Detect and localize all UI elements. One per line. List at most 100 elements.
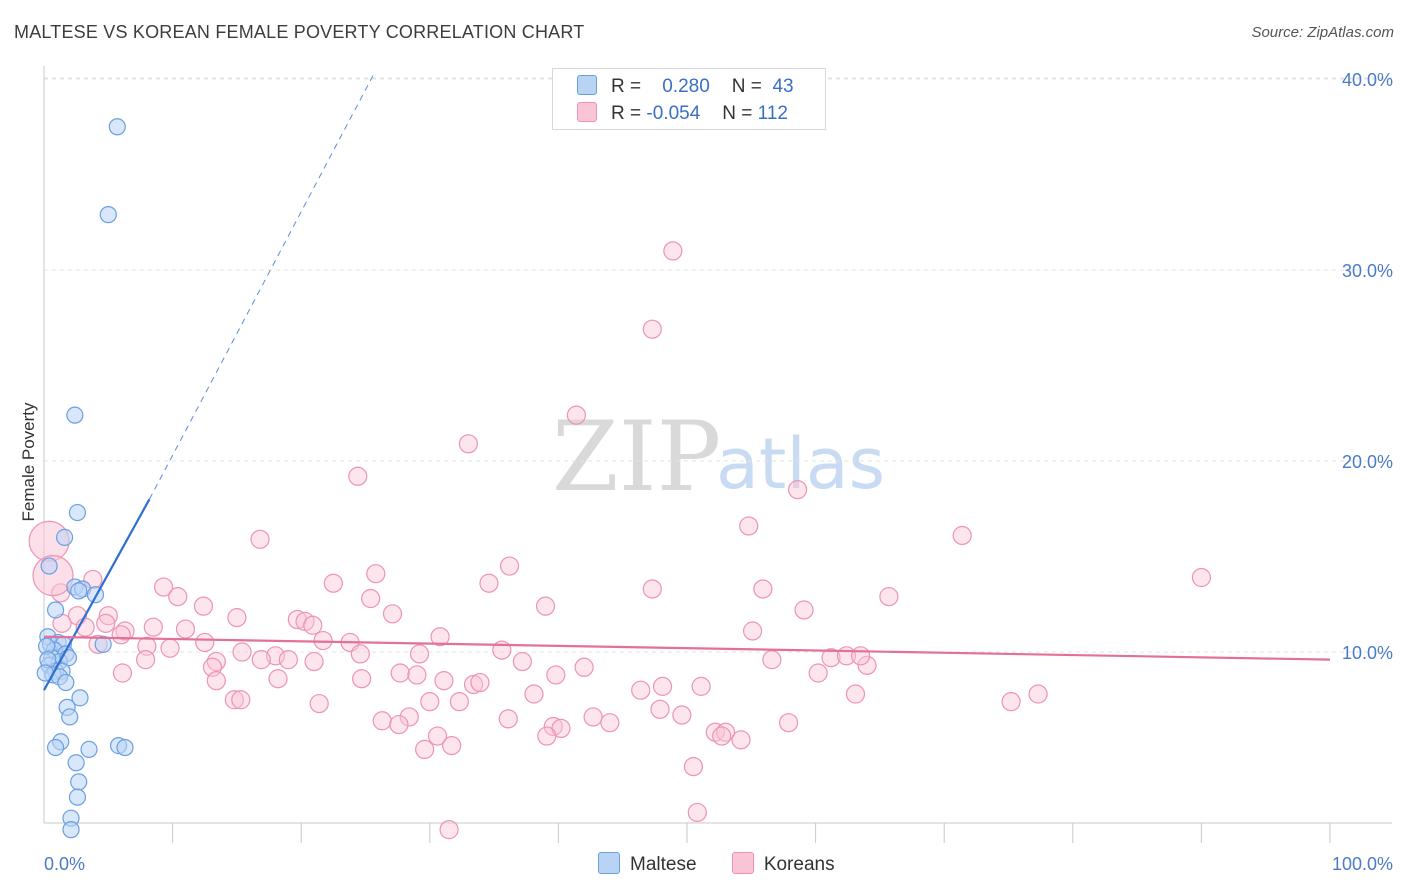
koreans-point <box>224 690 244 710</box>
koreans-point <box>350 644 370 664</box>
koreans-point <box>168 587 188 607</box>
maltese-point <box>68 503 87 522</box>
maltese-point <box>68 788 87 806</box>
koreans-point <box>652 676 673 696</box>
koreans-point <box>439 820 459 840</box>
koreans-point <box>115 621 135 641</box>
koreans-point <box>449 692 469 712</box>
koreans-point <box>227 608 247 628</box>
koreans-point <box>512 651 532 672</box>
legend-row-koreans: R = -0.054 N = 112 <box>577 102 788 126</box>
maltese-point <box>99 206 117 224</box>
koreans-point <box>430 627 450 647</box>
koreans-point <box>715 722 736 742</box>
koreans-point <box>420 692 440 712</box>
koreans-point <box>742 621 763 641</box>
koreans-point <box>265 646 286 666</box>
x-tick-label-min: 0.0% <box>44 854 85 874</box>
koreans-point <box>458 434 478 454</box>
koreans-point <box>499 556 520 576</box>
watermark-atlas: atlas <box>716 423 885 505</box>
koreans-point <box>952 525 972 546</box>
koreans-point <box>232 642 252 662</box>
koreans-point <box>153 577 174 597</box>
koreans-point <box>427 726 448 746</box>
trend-lines <box>43 74 1331 691</box>
koreans-point <box>574 657 594 677</box>
koreans-point <box>663 241 683 261</box>
koreans-point <box>731 730 751 750</box>
koreans-point <box>407 665 427 685</box>
koreans-point <box>206 671 226 691</box>
maltese-point <box>108 118 126 136</box>
axes <box>43 66 1392 843</box>
koreans-point <box>787 480 808 500</box>
koreans-point <box>390 663 410 683</box>
chart-title: MALTESE VS KOREAN FEMALE POVERTY CORRELA… <box>14 22 585 42</box>
koreans-point <box>778 713 799 733</box>
legend-item-koreans: Koreans <box>731 852 835 876</box>
legend-row-maltese: R = 0.280 N = 43 <box>577 75 794 99</box>
maltese-point <box>94 635 112 653</box>
maltese-point <box>70 773 88 791</box>
koreans-r-value: -0.054 <box>646 103 701 124</box>
koreans-point <box>175 619 196 639</box>
koreans-point <box>687 802 707 823</box>
koreans-point <box>794 600 814 620</box>
koreans-point <box>309 693 329 714</box>
koreans-point <box>642 579 662 599</box>
maltese-point <box>67 754 85 772</box>
koreans-swatch <box>577 102 597 122</box>
koreans-point <box>642 319 662 339</box>
koreans-point <box>442 735 462 756</box>
maltese-point <box>61 708 79 726</box>
koreans-point <box>399 707 419 727</box>
koreans-trend-line <box>43 635 1331 661</box>
koreans-point <box>1191 567 1212 588</box>
koreans-point <box>193 596 214 616</box>
koreans-r-label: R = <box>611 103 642 124</box>
maltese-trend-extension <box>149 74 374 500</box>
koreans-point <box>470 672 490 693</box>
koreans-point <box>851 646 871 666</box>
maltese-point <box>71 689 89 707</box>
koreans-point <box>650 699 670 719</box>
koreans-point <box>111 625 131 645</box>
koreans-point <box>434 671 454 691</box>
koreans-point <box>366 564 386 584</box>
maltese-point <box>55 528 74 547</box>
koreans-point <box>537 726 557 746</box>
maltese-point <box>40 557 58 575</box>
gridlines <box>44 77 1392 653</box>
koreans-point <box>498 709 518 729</box>
koreans-point <box>303 615 323 635</box>
x-tick-label-max: 100.0% <box>1332 854 1393 874</box>
koreans-point <box>691 676 711 696</box>
koreans-point <box>415 739 435 760</box>
maltese-point <box>70 582 88 600</box>
source-label: Source: ZipAtlas.com <box>1251 24 1394 41</box>
koreans-point <box>712 726 732 746</box>
koreans-point <box>543 716 563 737</box>
watermark-zip: ZIP <box>552 401 721 513</box>
koreans-series <box>28 241 1212 840</box>
koreans-point <box>268 669 288 689</box>
maltese-point <box>46 601 65 619</box>
koreans-point <box>96 613 116 633</box>
axis-labels: 10.0% 20.0% 30.0% 40.0% 0.0% 100.0% Female Pov… <box>19 70 1393 874</box>
koreans-point <box>879 587 899 607</box>
koreans-point <box>389 714 409 735</box>
koreans-point <box>323 573 343 593</box>
koreans-point <box>672 705 692 725</box>
koreans-point <box>739 516 759 536</box>
koreans-n-label: N = <box>722 103 753 124</box>
koreans-point <box>479 573 499 593</box>
koreans-point <box>566 405 587 425</box>
koreans-point <box>762 650 782 670</box>
koreans-point <box>304 651 324 672</box>
koreans-point <box>753 579 773 599</box>
y-tick-label: 30.0% <box>1342 261 1393 281</box>
y-tick-label: 40.0% <box>1342 70 1393 90</box>
koreans-point <box>821 648 841 668</box>
